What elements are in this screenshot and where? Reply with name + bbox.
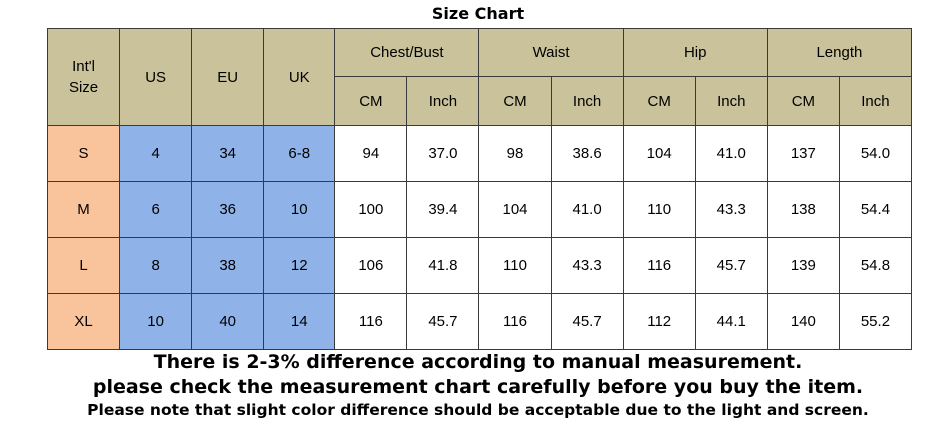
chest-inch-cell: 37.0 — [406, 125, 480, 182]
table-row: L 8 38 12 106 41.8 110 43.3 116 45.7 139… — [46, 237, 913, 294]
uk-size-cell: 12 — [263, 237, 336, 294]
header-unit: Inch — [838, 76, 913, 126]
waist-cm-cell: 104 — [478, 181, 552, 238]
color-difference-note: Please note that slight color difference… — [87, 401, 869, 419]
chest-inch-cell: 41.8 — [406, 237, 480, 294]
header-row-groups: Int'l Size US EU UK Chest/Bust Waist Hip… — [46, 28, 913, 126]
size-table: Int'l Size US EU UK Chest/Bust Waist Hip… — [46, 28, 913, 350]
chest-cm-cell: 94 — [334, 125, 408, 182]
measurement-difference-note: There is 2-3% difference according to ma… — [153, 351, 803, 373]
header-chest-bust: Chest/Bust — [334, 28, 480, 77]
hip-inch-cell: 43.3 — [694, 181, 768, 238]
hip-inch-cell: 44.1 — [694, 293, 768, 350]
us-size-cell: 6 — [119, 181, 193, 238]
waist-inch-cell: 38.6 — [550, 125, 624, 182]
hip-inch-cell: 45.7 — [694, 237, 768, 294]
eu-size-cell: 34 — [191, 125, 265, 182]
uk-size-cell: 14 — [263, 293, 336, 350]
intl-size-cell: M — [46, 181, 121, 238]
chest-cm-cell: 116 — [334, 293, 408, 350]
header-us: US — [119, 28, 193, 126]
length-inch-cell: 54.0 — [838, 125, 913, 182]
hip-cm-cell: 116 — [622, 237, 696, 294]
header-unit: Inch — [550, 76, 624, 126]
eu-size-cell: 40 — [191, 293, 265, 350]
table-row: XL 10 40 14 116 45.7 116 45.7 112 44.1 1… — [46, 293, 913, 350]
intl-size-cell: XL — [46, 293, 121, 350]
header-unit: Inch — [694, 76, 768, 126]
header-intl-line2: Size — [68, 79, 99, 96]
header-hip: Hip — [622, 28, 768, 77]
waist-inch-cell: 43.3 — [550, 237, 624, 294]
hip-inch-cell: 41.0 — [694, 125, 768, 182]
header-intl-size: Int'l Size — [46, 28, 121, 126]
check-chart-note: please check the measurement chart caref… — [92, 376, 864, 398]
hip-cm-cell: 112 — [622, 293, 696, 350]
us-size-cell: 8 — [119, 237, 193, 294]
chart-title: Size Chart — [431, 4, 525, 23]
header-intl-line1: Int'l — [72, 58, 95, 75]
waist-cm-cell: 98 — [478, 125, 552, 182]
hip-cm-cell: 110 — [622, 181, 696, 238]
waist-inch-cell: 45.7 — [550, 293, 624, 350]
chest-inch-cell: 45.7 — [406, 293, 480, 350]
header-unit: CM — [478, 76, 552, 126]
us-size-cell: 10 — [119, 293, 193, 350]
uk-size-cell: 6-8 — [263, 125, 336, 182]
eu-size-cell: 38 — [191, 237, 265, 294]
length-cm-cell: 140 — [766, 293, 840, 350]
header-length: Length — [766, 28, 913, 77]
header-unit: CM — [334, 76, 408, 126]
header-row-units: CM Inch CM Inch CM Inch CM Inch — [48, 76, 913, 126]
length-inch-cell: 54.8 — [838, 237, 913, 294]
length-cm-cell: 139 — [766, 237, 840, 294]
header-uk: UK — [263, 28, 336, 126]
waist-cm-cell: 110 — [478, 237, 552, 294]
header-unit: CM — [622, 76, 696, 126]
header-unit: CM — [766, 76, 840, 126]
eu-size-cell: 36 — [191, 181, 265, 238]
chest-cm-cell: 106 — [334, 237, 408, 294]
hip-cm-cell: 104 — [622, 125, 696, 182]
header-eu: EU — [191, 28, 265, 126]
chest-inch-cell: 39.4 — [406, 181, 480, 238]
chest-cm-cell: 100 — [334, 181, 408, 238]
table-row: S 4 34 6-8 94 37.0 98 38.6 104 41.0 137 … — [46, 125, 913, 182]
waist-cm-cell: 116 — [478, 293, 552, 350]
length-cm-cell: 137 — [766, 125, 840, 182]
us-size-cell: 4 — [119, 125, 193, 182]
waist-inch-cell: 41.0 — [550, 181, 624, 238]
header-unit: Inch — [406, 76, 480, 126]
length-inch-cell: 55.2 — [838, 293, 913, 350]
uk-size-cell: 10 — [263, 181, 336, 238]
intl-size-cell: S — [46, 125, 121, 182]
table-row: M 6 36 10 100 39.4 104 41.0 110 43.3 138… — [46, 181, 913, 238]
intl-size-cell: L — [46, 237, 121, 294]
header-waist: Waist — [478, 28, 624, 77]
length-cm-cell: 138 — [766, 181, 840, 238]
length-inch-cell: 54.4 — [838, 181, 913, 238]
